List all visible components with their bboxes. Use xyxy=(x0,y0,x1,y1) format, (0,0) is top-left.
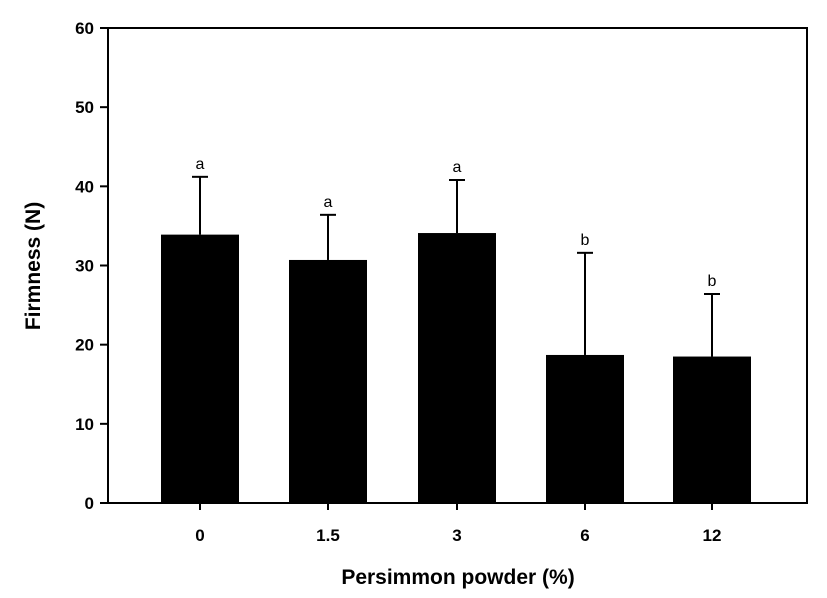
x-tick-label-0: 0 xyxy=(195,526,204,545)
plot-area: a 0 a 1.5 a 3 b 6 b 12 0 10 20 30 40 50 60 xyxy=(75,19,808,545)
bar-1 xyxy=(289,259,367,503)
x-tick-label-1: 1.5 xyxy=(316,526,340,545)
y-tick-label-5: 50 xyxy=(75,98,94,117)
y-tick-label-2: 20 xyxy=(75,336,94,355)
significance-label-1: a xyxy=(324,194,333,211)
y-tick-label-6: 60 xyxy=(75,19,94,38)
significance-label-4: b xyxy=(708,273,717,290)
bar-3 xyxy=(546,354,624,503)
y-tick-label-0: 0 xyxy=(85,494,94,513)
x-tick-label-4: 12 xyxy=(703,526,722,545)
x-axis-title: Persimmon powder (%) xyxy=(341,566,574,589)
y-tick-label-1: 10 xyxy=(75,415,94,434)
y-tick-label-4: 40 xyxy=(75,177,94,196)
x-tick-label-3: 6 xyxy=(580,526,589,545)
significance-label-2: a xyxy=(453,159,462,176)
bar-2 xyxy=(418,233,496,503)
y-tick-label-3: 30 xyxy=(75,257,94,276)
x-tick-label-2: 3 xyxy=(452,526,461,545)
plot-frame xyxy=(107,27,808,504)
significance-label-0: a xyxy=(196,156,205,173)
y-axis-title: Firmness (N) xyxy=(22,202,45,330)
bar-4 xyxy=(673,356,751,503)
bar-0 xyxy=(161,234,239,503)
significance-label-3: b xyxy=(581,232,590,249)
